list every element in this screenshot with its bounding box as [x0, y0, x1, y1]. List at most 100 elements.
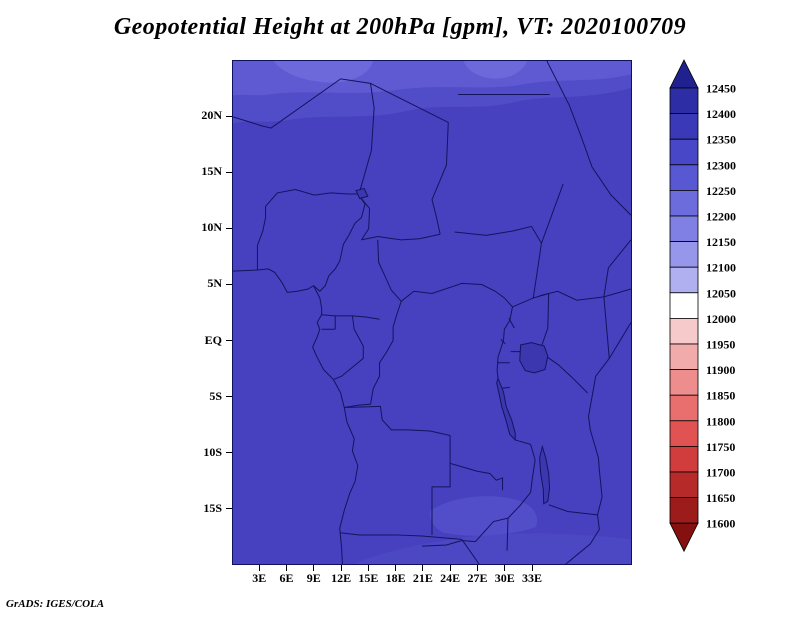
lake-malawi — [540, 447, 550, 504]
lat-tick-label: EQ — [204, 332, 222, 347]
border-drc-north — [401, 283, 512, 306]
border-uganda-kenya — [540, 293, 549, 351]
border-caprivi-strip — [422, 536, 462, 546]
contour-fill-bottom-strip — [355, 533, 631, 564]
border-ethiopia-somalia — [604, 240, 631, 297]
colorbar-segment — [669, 445, 699, 473]
lon-tick-mark — [449, 565, 451, 571]
border-drc-angola — [344, 406, 450, 435]
colorbar-tick-label: 11650 — [706, 491, 735, 505]
border-congo-drc-river — [344, 301, 401, 407]
border-chad-sudan — [432, 122, 448, 234]
border-angola-zambia — [432, 463, 450, 535]
lon-tick-label: 27E — [467, 571, 488, 585]
border-sudan-south-sudan — [455, 226, 542, 243]
contour-fill-main — [233, 61, 631, 564]
colorbar-segment — [669, 497, 699, 524]
border-nigeria-east — [314, 194, 366, 291]
contour-fill-north-blob-west — [273, 61, 374, 83]
colorbar-legend: 12450 12400 12350 12300 12250 12200 12150 12100… — [658, 50, 778, 590]
border-kenya-somalia — [604, 297, 609, 358]
colorbar-tick-label: 11700 — [706, 466, 735, 480]
lake-tanganyika — [497, 378, 516, 439]
colorbar-svg: 12450 12400 12350 12300 12250 12200 12150 12100… — [669, 59, 736, 553]
lat-tick-label: 5S — [209, 388, 222, 403]
colorbar-tick-label: 12200 — [706, 210, 736, 224]
country-borders — [233, 61, 631, 564]
lon-tick-label: 30E — [494, 571, 515, 585]
coastline-east-africa — [566, 323, 631, 564]
border-cameroon-car — [378, 240, 402, 301]
lat-tick-mark — [226, 396, 232, 398]
chart-title: Geopotential Height at 200hPa [gpm], VT:… — [113, 14, 687, 40]
colorbar-segment — [669, 87, 699, 115]
colorbar-tick-label: 11950 — [706, 338, 735, 352]
lat-tick-label: 10S — [203, 444, 222, 459]
lat-tick-mark — [226, 452, 232, 454]
lon-tick-mark — [340, 565, 342, 571]
map-plot-area — [232, 60, 632, 565]
colorbar-arrow-down — [669, 522, 699, 553]
colorbar-segment — [669, 113, 699, 140]
lon-tick-label: 9E — [306, 571, 321, 585]
lake-chad — [356, 188, 368, 198]
lat-tick-label: 10N — [201, 220, 222, 235]
border-gabon-congo — [333, 316, 363, 380]
border-nigeria-west — [257, 206, 265, 270]
colorbar-segment — [669, 266, 699, 294]
lon-tick-mark — [504, 565, 506, 571]
colorbar-tick-label: 11800 — [706, 414, 735, 428]
lon-tick-mark — [313, 565, 315, 571]
contour-fill-north-blob-east — [463, 61, 527, 79]
africa-filled-contour-map — [233, 61, 631, 564]
border-cameroon-south — [322, 315, 380, 319]
lon-tick-mark — [395, 565, 397, 571]
lon-tick-mark — [422, 565, 424, 571]
colorbar-segment — [669, 394, 699, 422]
colorbar-tick-label: 12000 — [706, 312, 736, 326]
lon-tick-label: 24E — [440, 571, 461, 585]
lat-tick-mark — [226, 115, 232, 117]
lon-tick-label: 18E — [385, 571, 406, 585]
colorbar-arrow-up — [669, 59, 699, 89]
lon-tick-label: 6E — [279, 571, 294, 585]
lon-tick-mark — [367, 565, 369, 571]
colorbar-segment — [669, 369, 699, 396]
lat-tick-mark — [226, 283, 232, 285]
colorbar-tick-label: 12450 — [706, 82, 736, 96]
colorbar-segment — [669, 164, 699, 191]
lon-tick-mark — [476, 565, 478, 571]
border-chad-cameroon — [358, 194, 370, 240]
colorbar-tick-label: 12050 — [706, 286, 736, 300]
lat-tick-label: 20N — [201, 108, 222, 123]
border-zambia-malawi — [508, 444, 535, 518]
colorbar-segment — [669, 317, 699, 345]
border-equatorial-guinea — [322, 316, 336, 329]
colorbar-tick-label: 12350 — [706, 133, 736, 147]
colorbar-segment — [669, 420, 699, 447]
colorbar-segment — [669, 292, 699, 319]
border-nigeria-north — [266, 190, 358, 207]
border-algeria-niger — [233, 79, 341, 128]
grads-credit: GrADS: IGES/COLA — [6, 598, 105, 610]
lat-tick-label: 15S — [203, 500, 222, 515]
border-tanzania-mozambique — [549, 505, 598, 515]
colorbar-tick-label: 12250 — [706, 184, 736, 198]
lon-tick-label: 3E — [252, 571, 267, 585]
lon-tick-mark — [286, 565, 288, 571]
colorbar-segment — [669, 138, 699, 166]
border-sudan-ethiopia — [533, 184, 563, 298]
lon-tick-label: 12E — [331, 571, 352, 585]
colorbar-segment — [669, 343, 699, 371]
lat-tick-mark — [226, 340, 232, 342]
colorbar-segment — [669, 215, 699, 243]
lon-tick-label: 15E — [358, 571, 379, 585]
border-botswana-zimbabwe — [462, 539, 479, 564]
colorbar-tick-label: 12300 — [706, 158, 736, 172]
border-zambezi-zimbabwe — [462, 518, 508, 550]
lat-tick-mark — [226, 508, 232, 510]
colorbar-segment — [669, 189, 699, 217]
border-libya-chad — [341, 79, 449, 123]
lake-albert-edward — [501, 318, 515, 344]
